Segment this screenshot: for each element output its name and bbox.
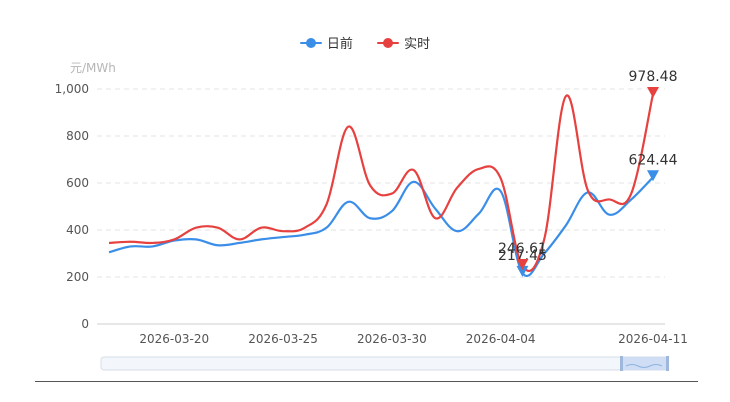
y-axis-unit-label: 元/MWh [70, 61, 116, 75]
bottom-divider [35, 381, 698, 382]
y-tick-label: 400 [66, 223, 89, 237]
series-line-realtime [108, 93, 655, 272]
legend-realtime-icon [377, 37, 400, 49]
datazoom-preview [625, 364, 663, 368]
data-label: 624.44 [629, 152, 678, 168]
x-tick-label: 2026-04-11 [618, 332, 688, 346]
legend-item-realtime[interactable]: 实时 [377, 33, 430, 52]
x-tick-label: 2026-03-25 [248, 332, 318, 346]
y-tick-label: 0 [81, 317, 89, 331]
data-label: 246.61 [498, 241, 547, 257]
value-marker [516, 259, 529, 271]
datazoom-track [100, 356, 669, 371]
y-tick-label: 1,000 [55, 82, 89, 96]
data-label: 978.48 [629, 69, 678, 85]
legend-item-day-ahead[interactable]: 日前 [299, 33, 353, 52]
legend-label-realtime: 实时 [404, 37, 431, 52]
value-marker [647, 87, 659, 99]
legend: 日前 实时 [0, 33, 730, 53]
value-marker [647, 170, 659, 182]
y-tick-label: 800 [66, 129, 89, 143]
value-marker [516, 265, 529, 277]
legend-day-ahead-icon [299, 37, 322, 49]
datazoom-selection [622, 357, 668, 370]
y-tick-label: 200 [66, 270, 89, 284]
legend-label-day-ahead: 日前 [326, 37, 353, 52]
datazoom-handle-left [620, 356, 623, 371]
datazoom-handle-right [666, 356, 669, 371]
y-tick-label: 600 [66, 176, 89, 190]
x-tick-label: 2026-04-04 [466, 332, 536, 346]
series-line-day-ahead [108, 176, 654, 277]
x-tick-label: 2026-03-30 [357, 332, 427, 346]
data-label: 217.45 [498, 248, 547, 264]
x-tick-label: 2026-03-20 [139, 332, 209, 346]
